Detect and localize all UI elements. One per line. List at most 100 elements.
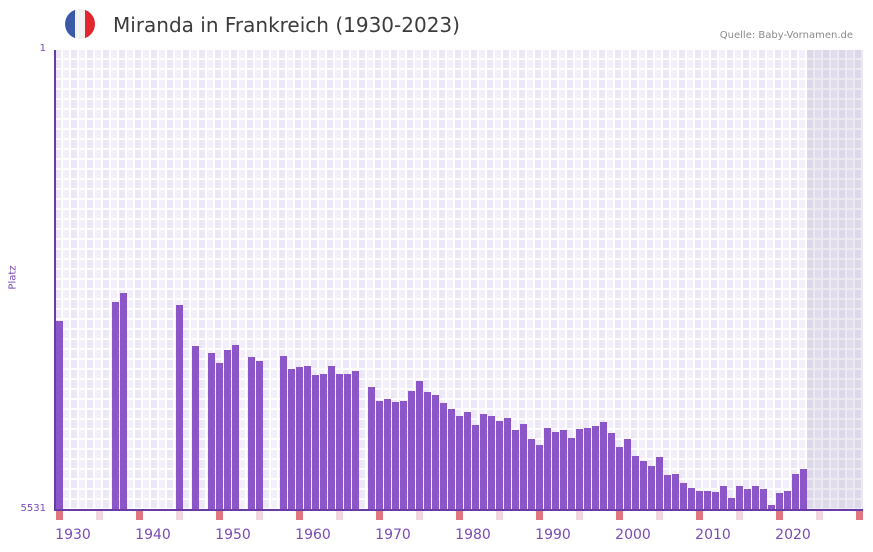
bar-1983[interactable] xyxy=(480,413,487,510)
flag-blue-stripe xyxy=(65,9,75,39)
bar-1985[interactable] xyxy=(496,420,503,510)
bar-2006[interactable] xyxy=(664,474,671,510)
bar-1997[interactable] xyxy=(592,426,599,510)
bar-1949[interactable] xyxy=(208,352,215,510)
year-marker-1985 xyxy=(496,511,503,520)
bar-2011[interactable] xyxy=(704,490,711,510)
bar-1945[interactable] xyxy=(176,304,183,510)
bar-1995[interactable] xyxy=(576,428,583,510)
chart-title: Miranda in Frankreich (1930-2023) xyxy=(113,13,460,37)
bar-2007[interactable] xyxy=(672,473,679,510)
year-marker-2000 xyxy=(616,511,623,520)
bar-1967[interactable] xyxy=(352,370,359,510)
x-axis-line xyxy=(55,509,863,511)
bar-1972[interactable] xyxy=(392,401,399,510)
bar-2022[interactable] xyxy=(792,473,799,510)
bar-1976[interactable] xyxy=(424,391,431,510)
bar-2018[interactable] xyxy=(760,488,767,510)
bar-1937[interactable] xyxy=(112,301,119,510)
y-axis-line xyxy=(54,50,56,511)
bar-1978[interactable] xyxy=(440,402,447,510)
bar-1961[interactable] xyxy=(304,365,311,510)
bar-1980[interactable] xyxy=(456,415,463,510)
bar-1993[interactable] xyxy=(560,429,567,510)
bar-2004[interactable] xyxy=(648,465,655,510)
year-marker-1980 xyxy=(456,511,463,520)
bar-1984[interactable] xyxy=(488,415,495,510)
bar-2021[interactable] xyxy=(784,490,791,510)
x-tick-1950: 1950 xyxy=(215,527,251,543)
bar-1981[interactable] xyxy=(464,411,471,510)
x-tick-1980: 1980 xyxy=(455,527,491,543)
bar-1955[interactable] xyxy=(256,360,263,510)
bar-1974[interactable] xyxy=(408,390,415,510)
bar-1960[interactable] xyxy=(296,366,303,510)
bar-1977[interactable] xyxy=(432,394,439,510)
bar-1994[interactable] xyxy=(568,437,575,510)
bar-1988[interactable] xyxy=(520,424,527,510)
bar-2010[interactable] xyxy=(696,490,703,510)
bar-1998[interactable] xyxy=(600,422,607,510)
year-marker-2005 xyxy=(656,511,663,520)
bar-2017[interactable] xyxy=(752,485,759,510)
bar-2013[interactable] xyxy=(720,485,727,510)
bar-2003[interactable] xyxy=(640,460,647,510)
bar-1964[interactable] xyxy=(328,365,335,510)
y-tick-top: 1 xyxy=(39,43,46,54)
year-marker-2030 xyxy=(856,511,863,520)
bar-2023[interactable] xyxy=(800,469,807,510)
bar-1982[interactable] xyxy=(472,425,479,510)
bar-1986[interactable] xyxy=(504,417,511,510)
bar-2012[interactable] xyxy=(712,491,719,510)
bar-2016[interactable] xyxy=(744,488,751,510)
bar-1962[interactable] xyxy=(312,374,319,510)
year-marker-1950 xyxy=(216,511,223,520)
year-marker-1995 xyxy=(576,511,583,520)
source-label: Quelle: Baby-Vornamen.de xyxy=(719,30,853,41)
bar-1954[interactable] xyxy=(248,356,255,510)
bar-2008[interactable] xyxy=(680,482,687,510)
bar-1999[interactable] xyxy=(608,432,615,510)
bar-1987[interactable] xyxy=(512,429,519,510)
bar-1952[interactable] xyxy=(232,344,239,510)
year-marker-1955 xyxy=(256,511,263,520)
bar-2019[interactable] xyxy=(768,504,775,510)
bar-1930[interactable] xyxy=(56,321,63,510)
bar-1951[interactable] xyxy=(224,349,231,510)
x-tick-2000: 2000 xyxy=(615,527,651,543)
bar-1969[interactable] xyxy=(368,386,375,510)
bar-2002[interactable] xyxy=(632,455,639,510)
year-marker-1975 xyxy=(416,511,423,520)
plot-area xyxy=(55,50,863,510)
bar-2020[interactable] xyxy=(776,492,783,510)
bar-1979[interactable] xyxy=(448,408,455,510)
year-marker-1960 xyxy=(296,511,303,520)
bar-2005[interactable] xyxy=(656,456,663,510)
bar-1938[interactable] xyxy=(120,292,127,510)
bar-1963[interactable] xyxy=(320,373,327,510)
bar-1947[interactable] xyxy=(192,345,199,510)
bar-1996[interactable] xyxy=(584,427,591,510)
x-tick-2020: 2020 xyxy=(775,527,811,543)
bar-2001[interactable] xyxy=(624,438,631,510)
bar-2000[interactable] xyxy=(616,446,623,510)
future-shaded-region xyxy=(807,50,863,510)
bar-1991[interactable] xyxy=(544,427,551,510)
bar-1965[interactable] xyxy=(336,373,343,510)
bar-2014[interactable] xyxy=(728,497,735,510)
bar-1992[interactable] xyxy=(552,431,559,510)
bar-1958[interactable] xyxy=(280,355,287,510)
year-marker-1970 xyxy=(376,511,383,520)
bar-1989[interactable] xyxy=(528,438,535,510)
bar-1970[interactable] xyxy=(376,400,383,510)
bar-1950[interactable] xyxy=(216,362,223,510)
bar-1959[interactable] xyxy=(288,368,295,510)
bar-1975[interactable] xyxy=(416,380,423,510)
bar-1971[interactable] xyxy=(384,398,391,510)
bar-2009[interactable] xyxy=(688,487,695,510)
bar-1966[interactable] xyxy=(344,373,351,510)
bar-2015[interactable] xyxy=(736,485,743,510)
year-marker-2025 xyxy=(816,511,823,520)
bar-1990[interactable] xyxy=(536,444,543,510)
bar-1973[interactable] xyxy=(400,400,407,510)
